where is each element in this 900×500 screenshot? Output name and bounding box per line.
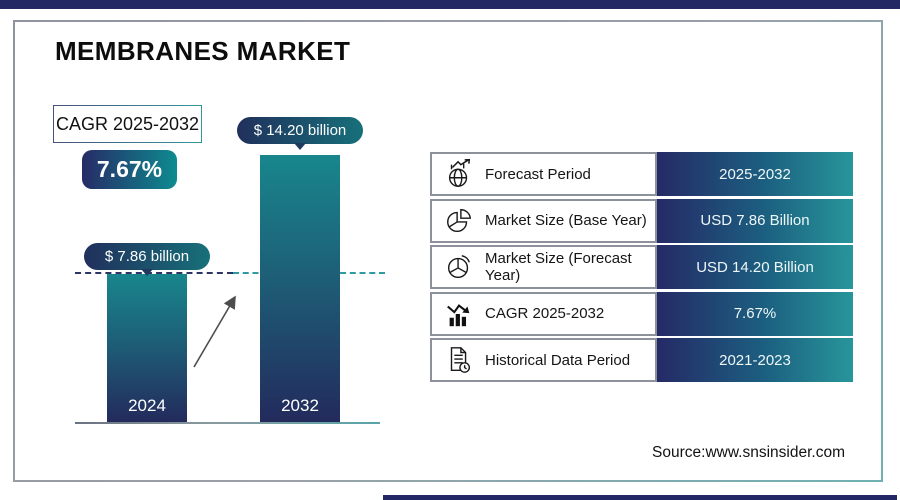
bar-2024-pill-pointer — [141, 269, 153, 276]
historical-period-value-cell: 2021-2023 — [657, 338, 853, 382]
chart-baseline — [75, 422, 380, 424]
forecast-period-value: 2025-2032 — [719, 165, 791, 183]
table-row-cagr: CAGR 2025-2032 7.67% — [430, 291, 853, 336]
historical-period-label-cell: Historical Data Period — [430, 338, 657, 382]
pie-chart-icon — [447, 208, 472, 232]
bar-2032-year-label: 2032 — [281, 396, 319, 415]
bar-chart-growth-icon — [447, 303, 470, 326]
market-size-base-value-cell: USD 7.86 Billion — [657, 198, 853, 243]
bottom-accent-bar — [383, 495, 897, 500]
market-size-forecast-label-cell: Market Size (Forecast Year) — [430, 245, 657, 289]
historical-period-value: 2021-2023 — [719, 351, 791, 369]
cagr-row-value-cell: 7.67% — [657, 291, 853, 336]
bar-2032-value-label: $ 14.20 billion — [253, 122, 347, 139]
bar-2024-year-label: 2024 — [128, 396, 166, 415]
table-row-historical-period: Historical Data Period 2021-2023 — [430, 338, 853, 382]
growth-arrow-icon — [193, 295, 236, 368]
table-row-market-size-base: Market Size (Base Year) USD 7.86 Billion — [430, 198, 853, 243]
bar-2032-value-pill: $ 14.20 billion — [237, 117, 363, 144]
bar-2024-value-pill: $ 7.86 billion — [84, 243, 210, 270]
pie-chart-icon — [447, 255, 470, 279]
bar-2024-value-label: $ 7.86 billion — [104, 248, 190, 265]
forecast-period-label: Forecast Period — [485, 165, 591, 183]
table-row-forecast-period: Forecast Period 2025-2032 — [430, 152, 853, 196]
market-size-forecast-value: USD 14.20 Billion — [696, 258, 814, 276]
cagr-value-badge: 7.67% — [82, 150, 177, 189]
cagr-row-label-cell: CAGR 2025-2032 — [430, 291, 657, 336]
forecast-period-label-cell: Forecast Period — [430, 152, 657, 196]
source-attribution: Source:www.snsinsider.com — [652, 444, 845, 461]
cagr-value: 7.67% — [96, 156, 163, 182]
bar-2024: 2024 — [107, 274, 187, 423]
market-size-base-label: Market Size (Base Year) — [485, 212, 647, 229]
page-title: MEMBRANES MARKET — [55, 36, 351, 66]
forecast-period-value-cell: 2025-2032 — [657, 152, 853, 196]
market-size-base-label-cell: Market Size (Base Year) — [430, 198, 657, 243]
cagr-label-box: CAGR 2025-2032 — [53, 105, 202, 143]
top-accent-bar — [0, 0, 900, 9]
globe-growth-icon — [448, 159, 471, 187]
market-size-base-value: USD 7.86 Billion — [700, 212, 810, 229]
cagr-row-value: 7.67% — [733, 305, 777, 322]
table-row-market-size-forecast: Market Size (Forecast Year) USD 14.20 Bi… — [430, 245, 853, 289]
bar-2032-pill-pointer — [294, 143, 306, 150]
cagr-label: CAGR 2025-2032 — [55, 113, 200, 134]
bar-2032: 2032 — [260, 155, 340, 423]
market-size-forecast-label: Market Size (Forecast Year) — [485, 250, 632, 284]
market-summary-table: Forecast Period 2025-2032 Market Size (B… — [430, 152, 853, 382]
document-clock-icon — [450, 347, 471, 373]
historical-period-label: Historical Data Period — [485, 351, 631, 369]
reference-dashed-line-left — [75, 272, 233, 274]
cagr-row-label: CAGR 2025-2032 — [485, 305, 605, 322]
market-size-forecast-value-cell: USD 14.20 Billion — [657, 245, 853, 289]
